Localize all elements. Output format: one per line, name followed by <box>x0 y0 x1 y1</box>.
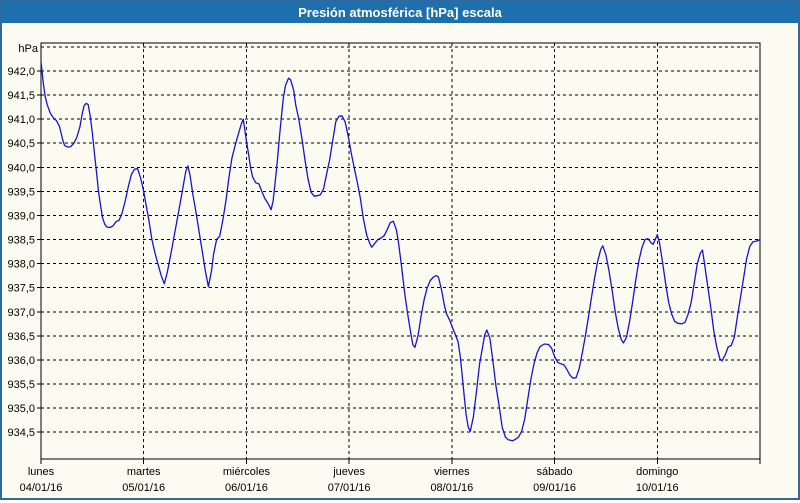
x-axis-date-label: 06/01/16 <box>225 482 268 494</box>
y-axis-label: 938,5 <box>7 235 35 247</box>
y-axis-label: 937,5 <box>7 283 35 295</box>
plot-border <box>41 43 760 459</box>
pressure-chart: 942,0 941,5 941,0 940,5 940,0 939,5 939,0 938,5… <box>2 23 798 498</box>
y-axis-label: 941,5 <box>7 90 35 102</box>
y-axis-label: 938,0 <box>7 259 35 271</box>
chart-area: 942,0 941,5 941,0 940,5 940,0 939,5 939,0 938,5… <box>2 23 798 498</box>
x-axis-date-label: 07/01/16 <box>328 482 371 494</box>
y-gridlines <box>41 47 760 432</box>
chart-title: Presión atmosférica [hPa] escala <box>298 5 502 20</box>
x-axis-day-label: lunes <box>28 466 55 478</box>
y-axis-label: 936,5 <box>7 331 35 343</box>
y-axis-label: 934,5 <box>7 427 35 439</box>
y-axis-label: 939,5 <box>7 186 35 198</box>
x-axis-day-label: miércoles <box>223 466 271 478</box>
x-axis-date-label: 05/01/16 <box>122 482 165 494</box>
x-axis-date-label: 04/01/16 <box>20 482 63 494</box>
y-axis-label: 935,0 <box>7 403 35 415</box>
chart-title-bar: Presión atmosférica [hPa] escala <box>2 2 798 23</box>
x-axis-date-label: 08/01/16 <box>430 482 473 494</box>
x-axis-day-label: viernes <box>434 466 470 478</box>
x-axis-day-label: sábado <box>537 466 573 478</box>
y-axis-label: 940,0 <box>7 162 35 174</box>
y-axis-label: 939,0 <box>7 210 35 222</box>
y-axis-label: 941,0 <box>7 114 35 126</box>
x-axis-day-label: jueves <box>332 466 365 478</box>
y-unit-label: hPa <box>18 43 38 55</box>
x-gridlines <box>144 43 658 459</box>
x-axis-date-label: 09/01/16 <box>533 482 576 494</box>
y-axis-label: 942,0 <box>7 66 35 78</box>
axis-ticks <box>37 71 760 464</box>
x-axis-date-label: 10/01/16 <box>636 482 679 494</box>
x-axis-day-label: domingo <box>636 466 678 478</box>
x-axis-labels: lunes 04/01/16 martes 05/01/16 miércoles 06/0… <box>20 466 679 494</box>
y-axis-label: 935,5 <box>7 379 35 391</box>
x-axis-day-label: martes <box>127 466 161 478</box>
y-axis-labels: 942,0 941,5 941,0 940,5 940,0 939,5 939,0 938,5… <box>7 66 35 439</box>
y-axis-label: 936,0 <box>7 355 35 367</box>
pressure-curve <box>41 61 760 440</box>
y-axis-label: 937,0 <box>7 307 35 319</box>
y-axis-label: 940,5 <box>7 138 35 150</box>
